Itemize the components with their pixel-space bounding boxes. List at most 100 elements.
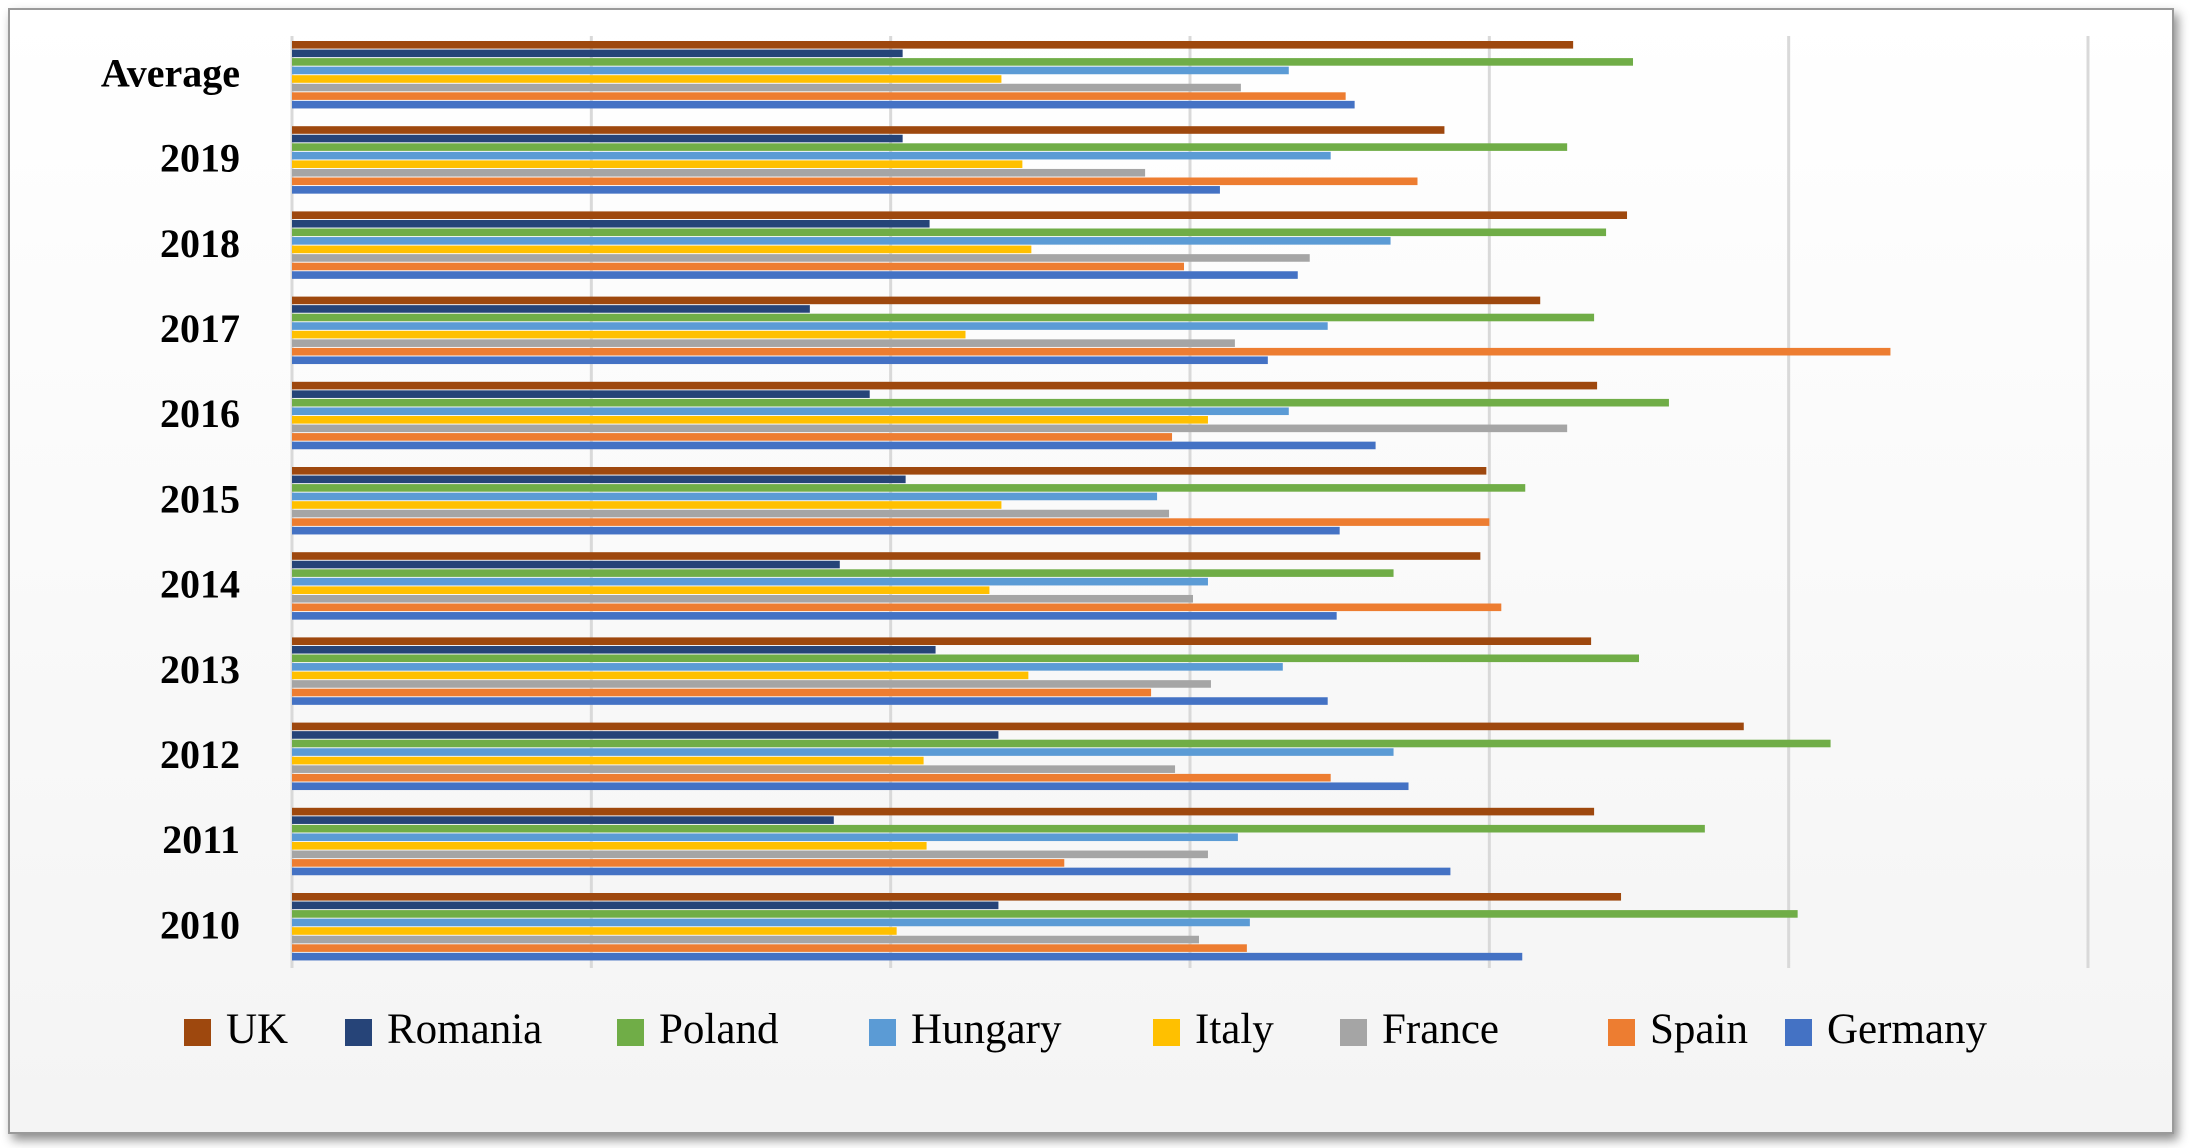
bar-spain-average xyxy=(292,92,1346,100)
category-labels: Average 2019 2018 2017 2016 2015 2014 2013 2012 2… xyxy=(101,50,240,947)
bar-hungary-2017 xyxy=(292,322,1328,330)
bar-france-2014 xyxy=(292,594,1193,603)
legend-label-romania: Romania xyxy=(387,1006,542,1053)
legend-swatch-germany xyxy=(1785,1019,1812,1046)
category-label: 2019 xyxy=(160,136,240,181)
bar-romania-2011 xyxy=(292,816,834,824)
bar-poland-2013 xyxy=(292,654,1639,663)
bar-germany-2019 xyxy=(292,186,1220,194)
category-label: 2017 xyxy=(160,306,240,351)
bar-spain-2018 xyxy=(292,262,1185,271)
bar-uk-2013 xyxy=(292,637,1592,645)
bar-uk-2017 xyxy=(292,296,1541,305)
category-label: 2015 xyxy=(160,476,240,521)
bar-france-2012 xyxy=(292,765,1176,773)
bar-hungary-2016 xyxy=(292,407,1289,416)
bar-poland-2016 xyxy=(292,398,1669,407)
category-label: Average xyxy=(101,50,240,95)
bar-france-2011 xyxy=(292,850,1208,859)
bar-france-2019 xyxy=(292,168,1146,177)
bar-uk-2015 xyxy=(292,467,1487,475)
bar-italy-2019 xyxy=(292,160,1023,168)
bar-poland-2011 xyxy=(292,824,1705,833)
bar-france-2016 xyxy=(292,424,1568,433)
bar-romania-2017 xyxy=(292,305,810,313)
bar-romania-2016 xyxy=(292,390,870,398)
bar-italy-2017 xyxy=(292,330,966,339)
bar-uk-2014 xyxy=(292,552,1481,560)
bar-hungary-2012 xyxy=(292,748,1394,756)
bar-italy-2011 xyxy=(292,842,927,850)
bar-france-2015 xyxy=(292,509,1170,518)
bar-italy-2016 xyxy=(292,416,1208,424)
bar-romania-2014 xyxy=(292,560,840,569)
bar-poland-2015 xyxy=(292,484,1526,492)
bar-poland-2010 xyxy=(292,910,1798,918)
bar-uk-2010 xyxy=(292,893,1622,901)
bar-spain-2017 xyxy=(292,347,1891,356)
bar-hungary-2010 xyxy=(292,918,1250,927)
bar-uk-2019 xyxy=(292,126,1445,134)
category-label: 2010 xyxy=(160,902,240,947)
legend-label-germany: Germany xyxy=(1827,1006,1987,1053)
legend-swatch-spain xyxy=(1608,1019,1635,1046)
legend-swatch-italy xyxy=(1153,1019,1180,1046)
category-label: 2012 xyxy=(160,732,240,777)
bar-france-2018 xyxy=(292,254,1310,262)
bar-italy-2015 xyxy=(292,501,1002,509)
bar-italy-average xyxy=(292,75,1002,83)
legend-swatch-romania xyxy=(345,1019,372,1046)
bar-italy-2012 xyxy=(292,756,924,765)
bar-germany-2018 xyxy=(292,271,1298,279)
category-label: 2018 xyxy=(160,221,240,266)
category-label: 2014 xyxy=(160,562,240,607)
bar-france-average xyxy=(292,83,1241,92)
bar-hungary-2019 xyxy=(292,151,1331,160)
legend-swatch-hungary xyxy=(869,1019,896,1046)
bar-italy-2018 xyxy=(292,245,1032,254)
bar-germany-average xyxy=(292,100,1355,109)
category-label: 2016 xyxy=(160,391,240,436)
legend: UK Romania Poland Hungary Italy France Spain Ge… xyxy=(184,1006,1987,1053)
bar-italy-2010 xyxy=(292,927,897,935)
bar-romania-2010 xyxy=(292,901,999,910)
bar-romania-2015 xyxy=(292,475,906,484)
bar-romania-2019 xyxy=(292,134,903,143)
bar-poland-2012 xyxy=(292,739,1831,748)
bars xyxy=(292,41,1891,961)
bar-italy-2014 xyxy=(292,586,990,594)
legend-swatch-uk xyxy=(184,1019,211,1046)
legend-label-italy: Italy xyxy=(1195,1006,1274,1053)
bar-poland-2018 xyxy=(292,228,1607,237)
legend-label-france: France xyxy=(1382,1006,1499,1053)
bar-romania-2018 xyxy=(292,219,930,228)
bar-romania-2013 xyxy=(292,645,936,654)
legend-swatch-poland xyxy=(617,1019,644,1046)
bar-hungary-2013 xyxy=(292,663,1283,671)
legend-label-spain: Spain xyxy=(1650,1006,1748,1053)
legend-label-hungary: Hungary xyxy=(911,1006,1062,1053)
bar-hungary-2015 xyxy=(292,492,1158,501)
bar-spain-2011 xyxy=(292,859,1065,867)
bar-uk-average xyxy=(292,41,1574,49)
bar-poland-2017 xyxy=(292,313,1595,322)
bar-spain-2019 xyxy=(292,177,1418,186)
bar-romania-2012 xyxy=(292,731,999,739)
bar-poland-2014 xyxy=(292,569,1394,577)
bar-uk-2012 xyxy=(292,722,1744,731)
legend-label-uk: UK xyxy=(226,1006,288,1053)
bar-hungary-2018 xyxy=(292,237,1391,245)
bar-france-2017 xyxy=(292,339,1235,347)
bar-france-2010 xyxy=(292,935,1199,944)
bar-uk-2016 xyxy=(292,381,1598,390)
bar-france-2013 xyxy=(292,680,1211,688)
bar-spain-2012 xyxy=(292,773,1331,782)
bar-hungary-2011 xyxy=(292,833,1238,842)
legend-swatch-france xyxy=(1340,1019,1367,1046)
bar-spain-2010 xyxy=(292,944,1247,952)
bar-germany-2012 xyxy=(292,782,1409,791)
bar-spain-2016 xyxy=(292,433,1173,441)
bar-hungary-average xyxy=(292,66,1289,75)
bar-uk-2018 xyxy=(292,211,1628,219)
bar-germany-2011 xyxy=(292,867,1451,876)
